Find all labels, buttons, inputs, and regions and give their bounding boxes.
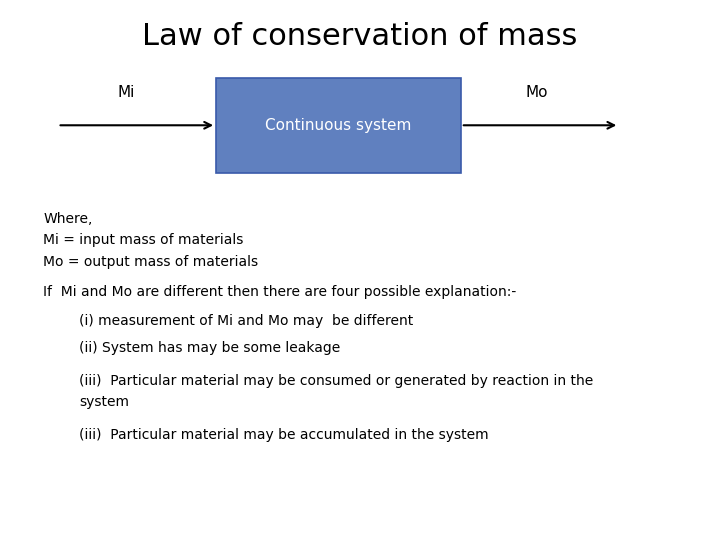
Text: Mo = output mass of materials: Mo = output mass of materials bbox=[43, 255, 258, 269]
Text: (i) measurement of Mi and Mo may  be different: (i) measurement of Mi and Mo may be diff… bbox=[79, 314, 413, 328]
Text: Where,: Where, bbox=[43, 212, 93, 226]
Text: Mo: Mo bbox=[525, 85, 548, 100]
Text: Mi: Mi bbox=[117, 85, 135, 100]
Text: Law of conservation of mass: Law of conservation of mass bbox=[143, 22, 577, 51]
Text: If  Mi and Mo are different then there are four possible explanation:-: If Mi and Mo are different then there ar… bbox=[43, 285, 516, 299]
Text: (iii)  Particular material may be accumulated in the system: (iii) Particular material may be accumul… bbox=[79, 428, 489, 442]
Text: Continuous system: Continuous system bbox=[265, 118, 412, 133]
FancyBboxPatch shape bbox=[216, 78, 461, 173]
Text: system: system bbox=[79, 395, 129, 409]
Text: (ii) System has may be some leakage: (ii) System has may be some leakage bbox=[79, 341, 341, 355]
Text: (iii)  Particular material may be consumed or generated by reaction in the: (iii) Particular material may be consume… bbox=[79, 374, 593, 388]
Text: Mi = input mass of materials: Mi = input mass of materials bbox=[43, 233, 243, 247]
